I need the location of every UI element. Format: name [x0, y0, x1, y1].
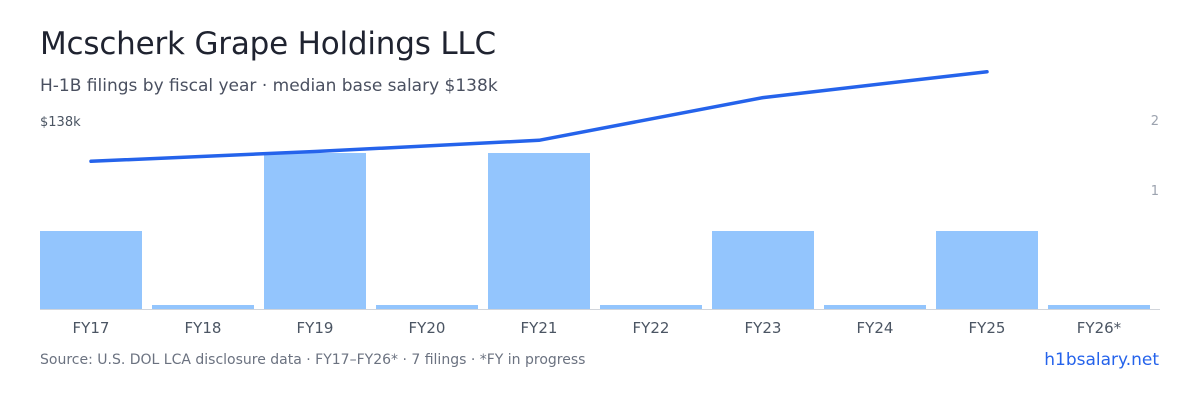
axis-labels: $138k 2 1 — [40, 114, 1159, 199]
bar-fy24[interactable] — [824, 305, 926, 309]
bar-fy18[interactable] — [152, 305, 254, 309]
bar-fy26-partial[interactable] — [1048, 305, 1150, 309]
x-tick-label: FY17 — [73, 319, 110, 337]
bar-fy22[interactable] — [600, 305, 702, 309]
site-link[interactable]: h1bsalary.net — [1044, 350, 1159, 370]
x-tick-label: FY18 — [185, 319, 222, 337]
salary-line-layer — [89, 69, 989, 164]
x-tick-label: FY21 — [521, 319, 558, 337]
bar-fy19[interactable] — [264, 153, 366, 309]
x-tick-label: FY22 — [633, 319, 670, 337]
x-tick-label: FY23 — [745, 319, 782, 337]
median-salary-line — [89, 69, 989, 164]
right-axis-tick: 1 — [1151, 184, 1159, 199]
x-tick-labels: FY17 FY18 FY19 FY20 FY21 FY22 FY23 FY24 FY25 FY26… — [73, 319, 1122, 337]
bar-fy21[interactable] — [488, 153, 590, 309]
x-tick-label: FY26* — [1077, 319, 1122, 337]
left-axis-label: $138k — [40, 115, 81, 130]
bars-layer — [40, 153, 1150, 309]
chart-title: Mcscherk Grape Holdings LLC — [40, 26, 496, 62]
x-tick-label: FY24 — [857, 319, 894, 337]
right-axis-tick: 2 — [1151, 114, 1159, 129]
bar-fy23[interactable] — [712, 231, 814, 309]
x-tick-label: FY20 — [409, 319, 446, 337]
bar-fy20[interactable] — [376, 305, 478, 309]
source-note: Source: U.S. DOL LCA disclosure data · F… — [40, 352, 586, 368]
x-tick-label: FY19 — [297, 319, 334, 337]
bar-fy17[interactable] — [40, 231, 142, 309]
bar-fy25[interactable] — [936, 231, 1038, 309]
chart-subtitle: H-1B filings by fiscal year · median bas… — [40, 76, 498, 96]
x-tick-label: FY25 — [969, 319, 1006, 337]
